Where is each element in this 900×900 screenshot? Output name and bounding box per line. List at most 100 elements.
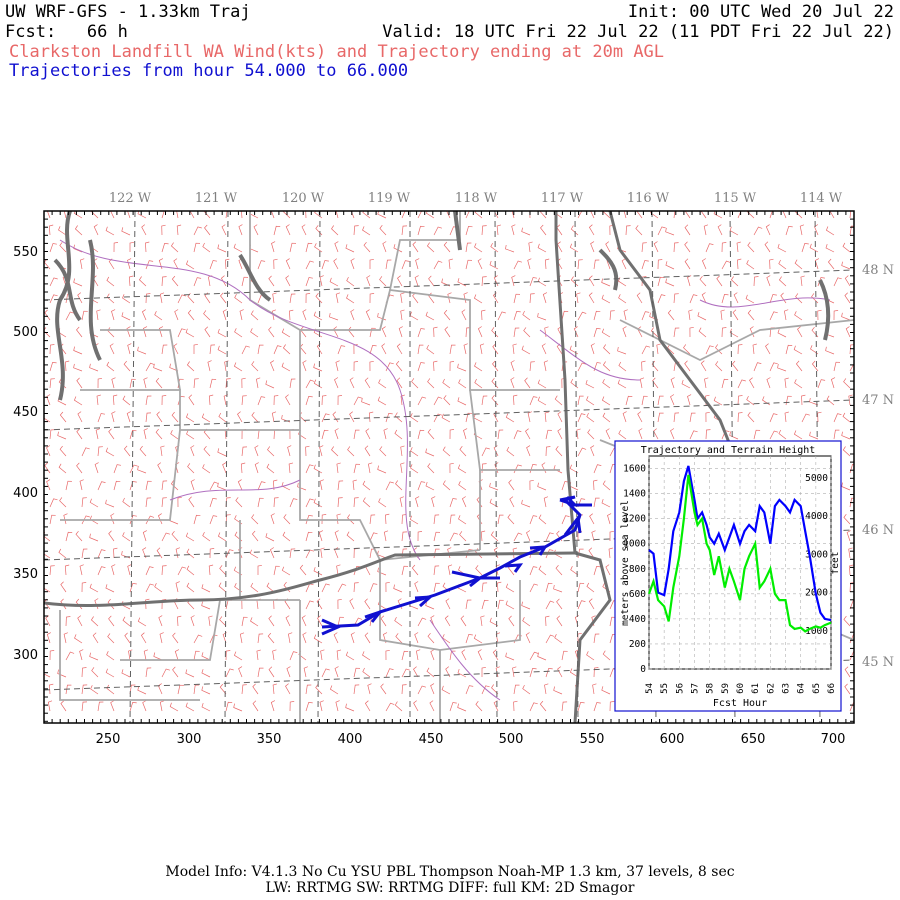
wind-barb (657, 395, 664, 406)
wind-barb (523, 327, 531, 338)
wind-barb (473, 294, 483, 304)
wind-barb (443, 241, 451, 253)
wind-barb (528, 241, 533, 253)
wind-barb (825, 226, 835, 236)
wind-barb (538, 565, 547, 576)
wind-barb (513, 684, 520, 695)
wind-barb (161, 224, 166, 236)
wind-barb (784, 377, 789, 389)
wind-barb (457, 464, 467, 474)
inset-chart: Trajectory and Terrain Height 0200400600… (614, 440, 842, 712)
wind-barb (593, 667, 599, 678)
wind-barb (849, 582, 854, 593)
wind-barb (79, 564, 84, 576)
wind-barb (96, 309, 101, 321)
wind-barb (268, 275, 275, 287)
y-tick: 400 (13, 486, 38, 501)
wind-barb (44, 673, 51, 678)
x-tick: 650 (741, 732, 766, 747)
wind-barb (65, 684, 72, 695)
wind-barb (811, 293, 819, 304)
wind-barb (217, 448, 227, 457)
wind-barb (189, 211, 195, 219)
wind-barb (158, 326, 164, 338)
wind-barb (414, 581, 419, 593)
wind-barb (185, 702, 195, 712)
wind-barb (465, 242, 472, 253)
wind-barb (833, 277, 842, 287)
wind-barb (241, 377, 246, 389)
wind-barb (425, 601, 435, 610)
wind-barb (561, 310, 569, 321)
wind-barb (492, 360, 499, 372)
y-tick: 300 (13, 648, 38, 663)
wind-barb (657, 412, 664, 423)
wind-barb (175, 581, 180, 593)
wind-barb (305, 498, 314, 508)
wind-barb (489, 260, 499, 270)
wind-barb (753, 362, 762, 372)
inset-y-tick: 1000 (623, 539, 646, 550)
wind-barb (544, 258, 550, 270)
wind-barb (186, 565, 195, 576)
wind-barb (288, 632, 293, 644)
wind-barb (507, 513, 515, 525)
wind-barb (176, 224, 182, 236)
wind-barb (665, 227, 675, 236)
wind-barb (777, 363, 787, 372)
wind-barb (602, 480, 611, 491)
wind-barb (385, 413, 393, 423)
wind-barb (336, 649, 342, 661)
wind-barb (46, 445, 51, 457)
wind-barb (202, 464, 211, 474)
wind-barb (317, 615, 323, 627)
wind-barb (97, 413, 106, 423)
wind-barb (161, 532, 171, 542)
wind-barb (271, 241, 276, 253)
wind-barb (369, 514, 376, 525)
wind-barb (187, 463, 195, 474)
wind-barb (417, 685, 427, 695)
wind-barb (458, 379, 467, 389)
wind-barb (650, 327, 659, 338)
wind-barb (193, 650, 200, 661)
wind-barb (433, 396, 443, 406)
wind-barb (385, 668, 394, 678)
wind-barb (427, 463, 435, 474)
wind-barb (57, 431, 67, 440)
wind-barb (400, 445, 405, 457)
wind-barb (569, 464, 579, 474)
wind-barb (379, 224, 387, 236)
wind-barb (586, 651, 595, 661)
wind-barb (202, 531, 211, 542)
wind-barb (161, 276, 167, 287)
wind-barb (703, 224, 709, 236)
wind-barb (394, 429, 403, 440)
wind-barb (475, 565, 483, 576)
wind-barb (745, 294, 755, 304)
wind-barb (842, 412, 851, 423)
wind-barb (106, 361, 115, 372)
wind-barb (193, 514, 201, 525)
wind-barb (396, 343, 403, 355)
wind-barb (843, 378, 851, 389)
wind-barb (241, 276, 249, 287)
wind-barb (235, 497, 243, 508)
wind-barb (282, 531, 291, 542)
wind-barb (107, 598, 115, 610)
wind-barb (652, 377, 659, 389)
wind-barb (251, 530, 259, 542)
wind-barb (593, 362, 601, 372)
wind-barb (513, 260, 523, 270)
wind-barb (173, 258, 179, 270)
wind-barb (683, 344, 691, 355)
wind-barb (257, 564, 262, 575)
wind-barb (289, 498, 298, 508)
wind-barb (283, 211, 291, 219)
wind-barb (157, 513, 163, 525)
wind-barb (602, 650, 611, 661)
wind-barb (241, 395, 247, 406)
wind-barb (234, 293, 243, 304)
wind-barb (48, 224, 54, 236)
wind-barb (684, 258, 691, 270)
